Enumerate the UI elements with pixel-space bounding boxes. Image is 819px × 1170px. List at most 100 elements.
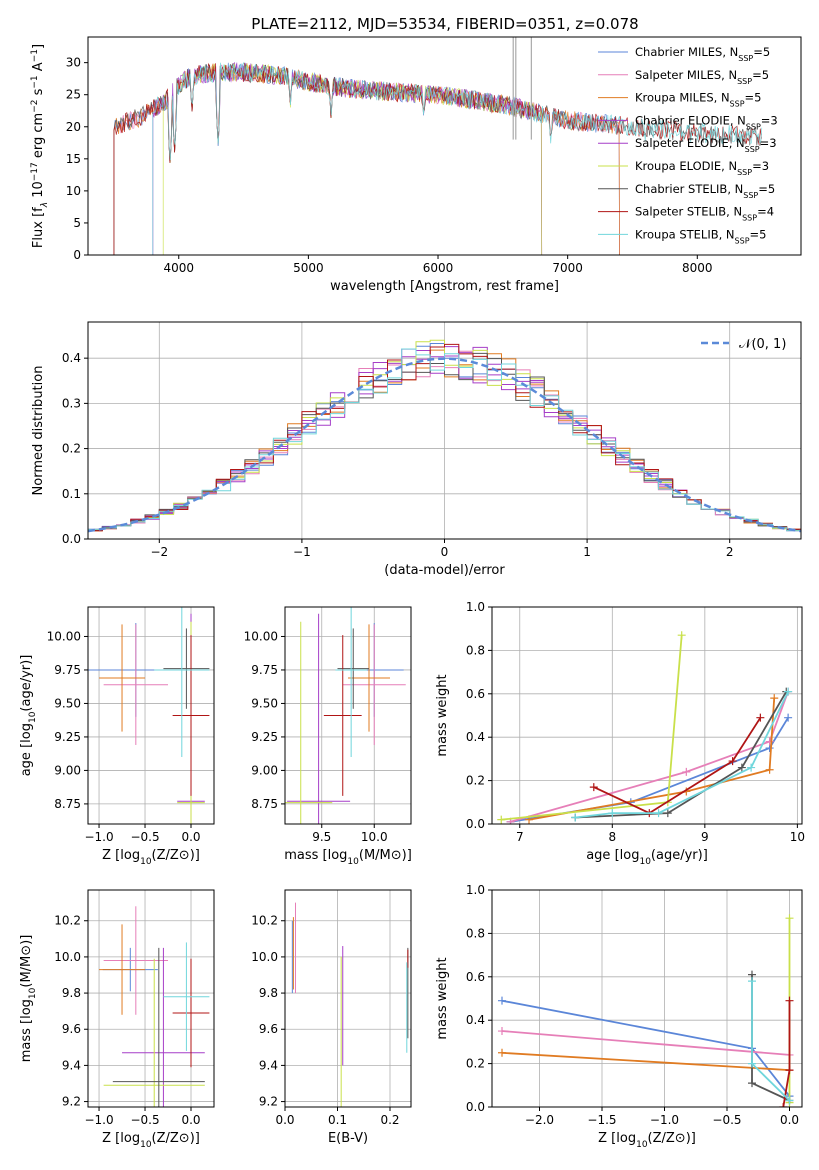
y-tick-label: 9.8 (62, 986, 81, 1000)
label-part: A (31, 62, 46, 75)
y-tick-label: 0.3 (62, 396, 81, 410)
legend-text: Salpeter MILES, N (635, 68, 737, 82)
y-tick-label: 9.4 (259, 1058, 278, 1072)
x-tick-label: 2 (726, 545, 734, 559)
y-tick-label: 0.6 (466, 687, 485, 701)
axes-frame (284, 606, 412, 825)
plot-area (88, 339, 801, 534)
x-tick-label: 0.0 (780, 1113, 799, 1127)
y-tick-label: 1.0 (466, 600, 485, 614)
y-tick-label: 9.2 (259, 1095, 278, 1109)
y-tick-label: 0.0 (466, 1100, 485, 1114)
weight-line (751, 981, 791, 1102)
x-axis-label: mass [log10(M/M⊙)] (284, 848, 412, 867)
plot-area (497, 631, 793, 824)
label-sub: 10 (639, 857, 651, 867)
errorbar-point (335, 607, 367, 758)
x-tick-label: −1.0 (650, 1113, 679, 1127)
weight-line (575, 691, 789, 819)
legend-sub: SSP (743, 190, 758, 199)
x-axis-label: wavelength [Angstrom, rest frame] (330, 279, 559, 294)
legend-sub: SSP (735, 236, 750, 245)
axes-frame (491, 606, 803, 825)
y-tick-label: 0.1 (62, 487, 81, 501)
legend-sub: SSP (738, 54, 753, 63)
weight-marker (748, 1059, 756, 1068)
x-axis-label: Z [log10(Z/Z⊙)] (598, 1131, 696, 1150)
label-sub: 10 (28, 711, 38, 723)
legend-text: Salpeter ELODIE, N (635, 136, 745, 150)
plot-area (88, 607, 210, 824)
plot-area (498, 914, 794, 1107)
errorbar-point (172, 958, 210, 1068)
errorbar-point (154, 607, 210, 758)
y-tick-label: 9.6 (259, 1022, 278, 1036)
label-sup: −1 (30, 49, 40, 62)
weight-marker (785, 914, 794, 923)
label-part: (age/yr)] (19, 655, 34, 712)
x-tick-label: −1 (293, 545, 311, 559)
weight-line (528, 698, 776, 821)
errorbar-point (99, 624, 146, 732)
axes-frame (87, 889, 215, 1108)
label-part: Z [ (598, 1131, 616, 1146)
y-tick-label: 10.0 (251, 950, 278, 964)
weight-marker (497, 815, 506, 824)
label-sub: 10 (140, 1140, 152, 1150)
weight-marker (737, 763, 746, 772)
legend-label: Kroupa MILES, NSSP=5 (635, 91, 761, 109)
label-part: (Z/Z⊙)] (648, 1131, 696, 1146)
legend-label: Kroupa STELIB, NSSP=5 (635, 227, 766, 245)
plot-mass-vs-EBV: 0.0 0.1 0.2 9.2 9.4 9.6 9.8 10.0 10.2 E(B-V) (251, 889, 412, 1146)
legend-text: =3 (761, 113, 778, 127)
y-tick-label: 8.75 (54, 797, 81, 811)
weight-marker (571, 813, 580, 822)
label-part: (M/M⊙)] (359, 848, 412, 863)
errorbar-point (342, 624, 406, 745)
legend-label: Salpeter MILES, NSSP=5 (635, 68, 769, 86)
label-part: s (31, 88, 46, 99)
label-part: 10 (31, 181, 46, 202)
legend-label: Salpeter STELIB, NSSP=4 (635, 205, 774, 223)
y-tick-label: 9.75 (251, 663, 278, 677)
axes-frame (87, 606, 215, 825)
weight-marker (779, 1103, 788, 1107)
x-tick-label: 0.1 (328, 1113, 347, 1127)
legend-text: =5 (752, 68, 769, 82)
x-tick-label: −0.5 (130, 1113, 159, 1127)
y-tick-label: 0.8 (466, 926, 485, 940)
y-tick-label: 9.00 (54, 763, 81, 777)
legend-text: =5 (753, 45, 770, 59)
y-tick-label: 9.25 (251, 730, 278, 744)
errorbar-point (172, 635, 210, 796)
label-part: log (120, 848, 140, 863)
y-tick-label: 0.8 (466, 643, 485, 657)
y-tick-label: 10.00 (244, 629, 278, 643)
y-tick-label: 9.6 (62, 1022, 81, 1036)
plot-area (285, 607, 406, 824)
weight-marker (785, 1096, 794, 1105)
x-tick-label: −0.5 (712, 1113, 741, 1127)
label-part: Z [ (102, 848, 120, 863)
errorbar-point (323, 635, 362, 796)
x-tick-label: 7 (516, 830, 524, 844)
y-tick-label: 25 (66, 88, 81, 102)
weight-marker (498, 1027, 506, 1036)
errorbar-point (163, 942, 210, 1051)
figure-title: PLATE=2112, MJD=53534, FIBERID=0351, z=0… (251, 15, 638, 33)
label-part: age [ (586, 848, 619, 863)
plot-area (99, 906, 210, 1107)
y-tick-label: 0.2 (466, 1057, 485, 1071)
legend-sub: SSP (742, 213, 757, 222)
label-part: log (19, 723, 34, 743)
y-tick-label: 0.2 (466, 774, 485, 788)
weight-line (501, 1051, 790, 1071)
label-part: mass [ (284, 848, 327, 863)
errorbar-point (337, 628, 369, 709)
x-tick-label: 9.5 (312, 830, 331, 844)
errorbar-point (99, 924, 146, 1015)
plot-mass-vs-Z: −1.0 −0.5 0.09.29.49.69.810.010.2Z [log10(… (19, 889, 215, 1150)
x-axis-label: (data-model)/error (384, 563, 505, 578)
